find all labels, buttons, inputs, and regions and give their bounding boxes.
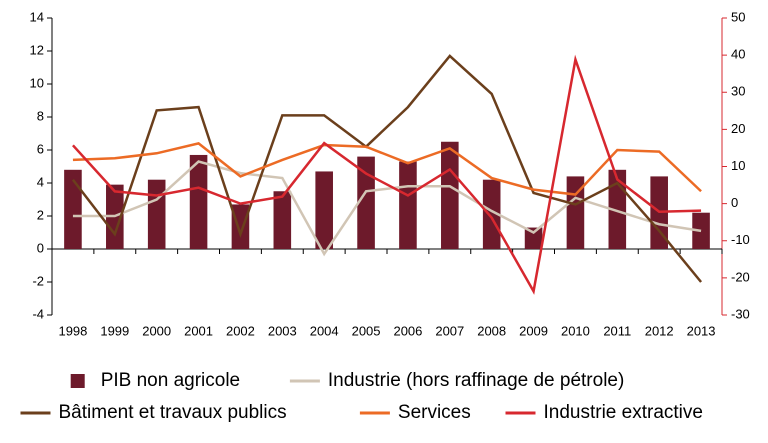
y-tick-label: 0 [37, 240, 44, 255]
y2-tick-label: 40 [731, 47, 745, 62]
x-tick-label: 2009 [519, 323, 548, 338]
y-tick-label: 6 [37, 141, 44, 156]
line [72, 142, 702, 196]
y-tick-label: 4 [37, 174, 44, 189]
x-tick-label: 2006 [393, 323, 422, 338]
y2-tick-label: 50 [731, 9, 745, 24]
legend-label: Bâtiment et travaux publics [59, 402, 287, 423]
line [72, 54, 702, 295]
legend-label: Industrie extractive [544, 402, 703, 423]
line [72, 160, 702, 257]
y-tick-label: -4 [32, 306, 44, 321]
y-tick-label: 8 [37, 108, 44, 123]
bar [441, 141, 459, 249]
x-tick-label: 1999 [100, 323, 129, 338]
legend-label: Services [398, 402, 471, 423]
bar [147, 179, 166, 249]
y2-tick-label: 30 [731, 84, 745, 99]
bar [189, 154, 208, 249]
y2-tick-label: 0 [731, 195, 738, 210]
x-tick-label: 2010 [561, 323, 590, 338]
bar [315, 171, 333, 249]
x-tick-label: 2008 [477, 323, 506, 338]
y2-tick-label: -30 [731, 306, 750, 321]
bar [231, 204, 250, 249]
x-tick-label: 2013 [687, 323, 716, 338]
bar [273, 191, 292, 249]
legend-swatch [70, 374, 85, 388]
legend-label: Industrie (hors raffinage de pétrole) [328, 370, 624, 391]
y-tick-label: -2 [32, 273, 44, 288]
x-tick-label: 1998 [58, 323, 87, 338]
x-tick-label: 2002 [226, 323, 255, 338]
x-tick-label: 2000 [142, 323, 171, 338]
x-tick-label: 2005 [352, 323, 381, 338]
x-tick-label: 2012 [645, 323, 674, 338]
y-tick-label: 14 [30, 9, 44, 24]
y2-tick-label: -20 [731, 269, 750, 284]
x-tick-label: 2007 [435, 323, 464, 338]
x-tick-label: 2001 [184, 323, 213, 338]
x-tick-label: 2011 [603, 323, 631, 338]
bar [64, 169, 82, 249]
x-tick-label: 2004 [310, 323, 339, 338]
y-tick-label: 10 [30, 75, 44, 90]
bar [524, 227, 543, 249]
y-tick-label: 12 [30, 42, 44, 57]
line [71, 54, 703, 283]
legend-label: PIB non agricole [101, 370, 240, 391]
y2-tick-label: -10 [731, 232, 750, 247]
bar [482, 179, 501, 249]
x-tick-label: 2003 [268, 323, 297, 338]
y-tick-label: 2 [37, 207, 44, 222]
y2-tick-label: 10 [731, 158, 745, 173]
bar [357, 156, 375, 249]
y2-tick-label: 20 [731, 121, 745, 136]
bar [399, 161, 417, 249]
